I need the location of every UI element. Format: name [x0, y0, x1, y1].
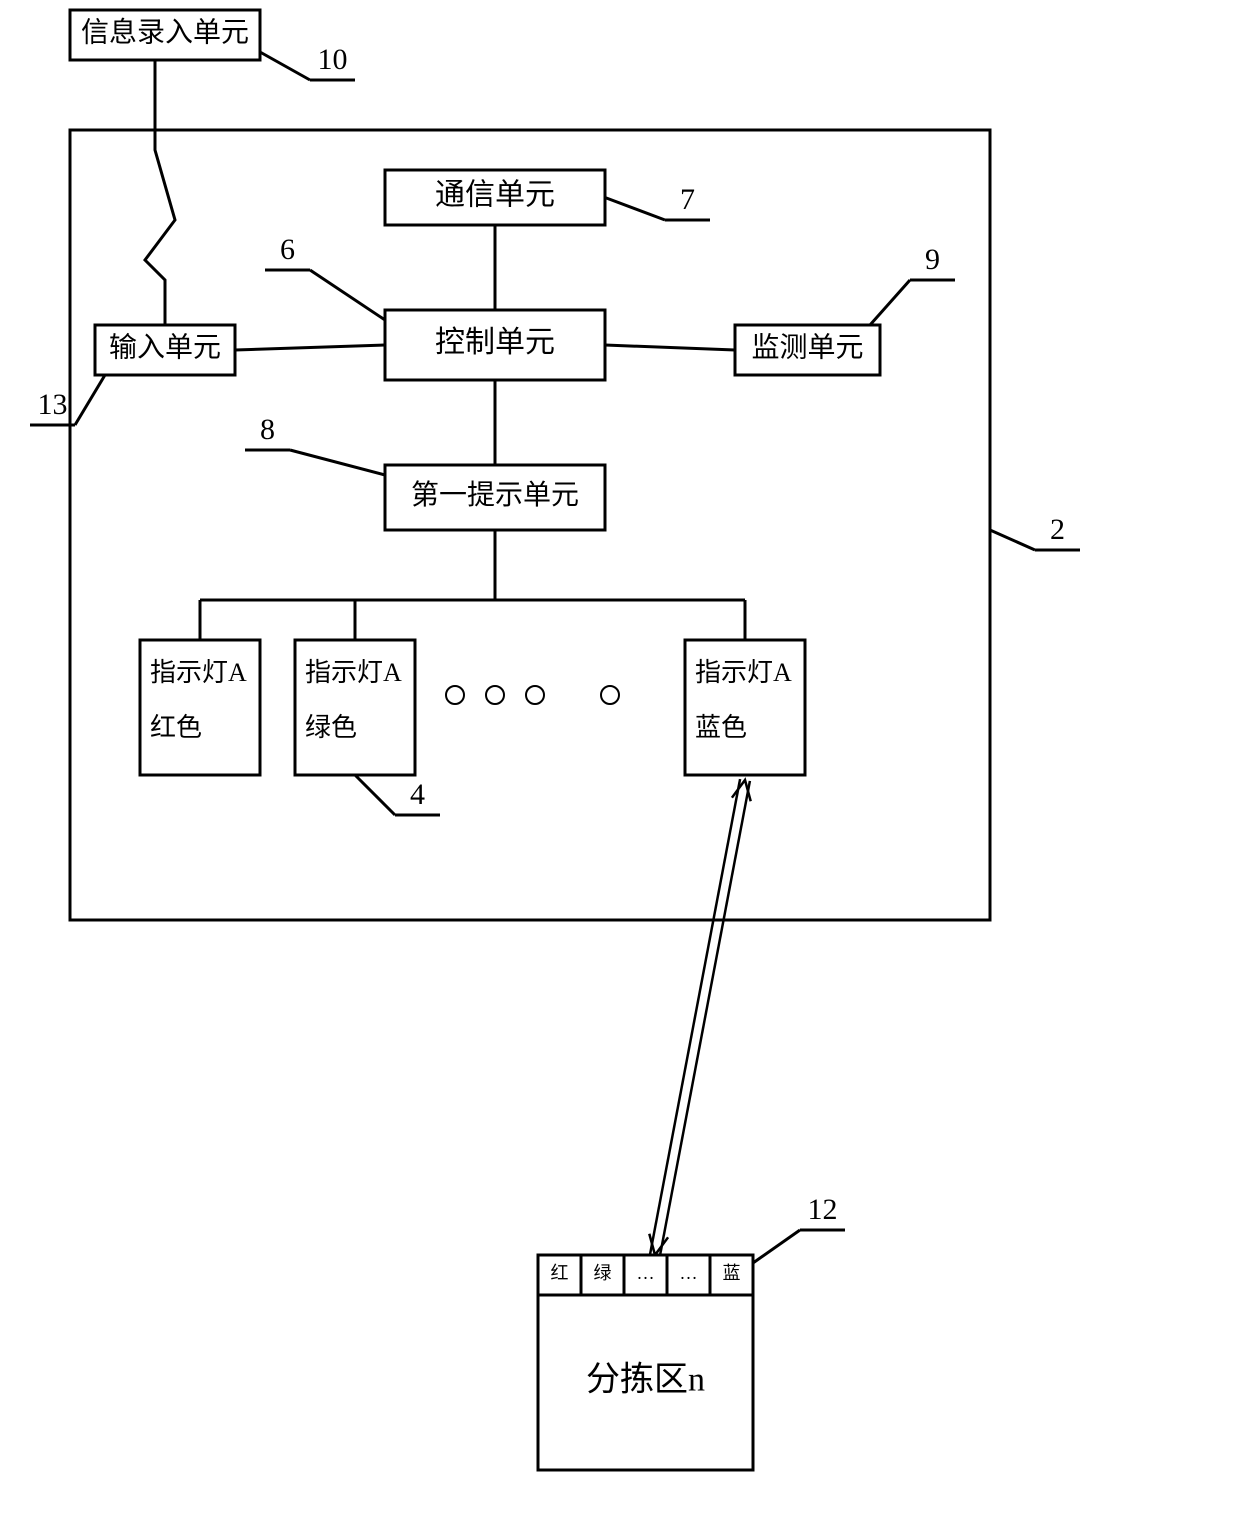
zigzag-connector — [145, 60, 175, 325]
svg-text:…: … — [637, 1263, 655, 1283]
svg-text:监测单元: 监测单元 — [751, 331, 863, 363]
svg-text:8: 8 — [260, 413, 275, 446]
svg-text:指示灯A: 指示灯A — [305, 658, 402, 687]
svg-text:9: 9 — [925, 243, 940, 276]
svg-text:10: 10 — [318, 43, 348, 76]
svg-text:通信单元: 通信单元 — [435, 178, 555, 211]
svg-text:信息录入单元: 信息录入单元 — [81, 16, 249, 48]
svg-text:红色: 红色 — [150, 713, 202, 742]
svg-text:4: 4 — [410, 778, 425, 811]
svg-text:13: 13 — [38, 388, 68, 421]
svg-text:2: 2 — [1050, 513, 1065, 546]
svg-text:绿: 绿 — [594, 1263, 612, 1283]
svg-text:第一提示单元: 第一提示单元 — [411, 479, 579, 511]
svg-text:12: 12 — [808, 1193, 838, 1226]
svg-text:红: 红 — [551, 1263, 569, 1283]
svg-text:7: 7 — [680, 183, 695, 216]
svg-text:指示灯A: 指示灯A — [150, 658, 247, 687]
svg-text:指示灯A: 指示灯A — [695, 658, 792, 687]
svg-text:绿色: 绿色 — [305, 713, 357, 742]
svg-text:控制单元: 控制单元 — [435, 326, 555, 359]
svg-text:蓝: 蓝 — [723, 1263, 741, 1283]
svg-text:输入单元: 输入单元 — [109, 331, 221, 363]
svg-text:分拣区n: 分拣区n — [586, 1360, 705, 1398]
svg-text:6: 6 — [280, 233, 295, 266]
svg-text:…: … — [680, 1263, 698, 1283]
svg-text:蓝色: 蓝色 — [695, 713, 747, 742]
